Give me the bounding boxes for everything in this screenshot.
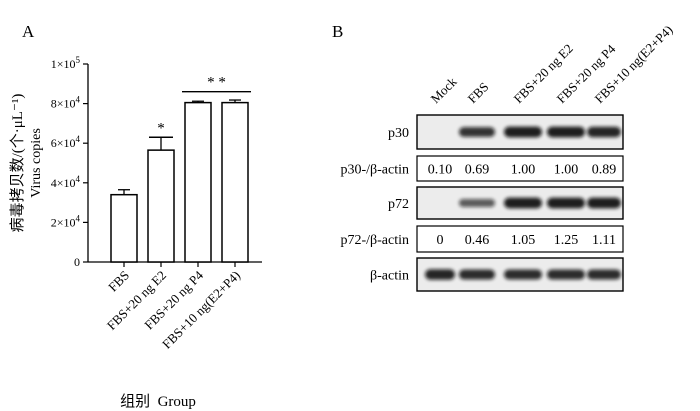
blot-row-label: β-actin	[370, 269, 409, 284]
blot-row-label: p30	[388, 126, 409, 141]
blot-band	[547, 269, 585, 280]
blot-band	[504, 269, 542, 280]
ratio-value: 0.89	[592, 163, 617, 178]
ratio-value: 0.69	[465, 163, 490, 178]
blot-band	[587, 197, 621, 209]
blot-band	[587, 269, 621, 280]
x-axis-label: 组别 Group	[120, 393, 196, 410]
y-tick-label: 8×104	[51, 95, 81, 111]
blot-row-label: p72	[388, 197, 409, 212]
panel-a-letter: A	[22, 22, 35, 41]
bar	[147, 149, 175, 263]
ratio-value: 1.25	[554, 233, 579, 248]
blot-band	[459, 127, 495, 137]
y-tick-label: 4×104	[51, 174, 81, 190]
y-axis-label-en: Virus copies	[29, 128, 44, 198]
bar	[184, 101, 212, 263]
ratio-value: 1.11	[592, 233, 616, 248]
blot-band	[504, 197, 542, 209]
blot-band	[547, 126, 585, 138]
lane-label: Mock	[428, 74, 460, 106]
lane-label: FBS	[465, 79, 492, 106]
panel-b-letter: B	[332, 22, 344, 41]
ratio-frame	[416, 225, 624, 253]
y-tick-label: 2×104	[51, 213, 81, 229]
significance-label: * *	[207, 75, 226, 91]
blot-band	[459, 269, 495, 280]
significance-label: *	[157, 120, 165, 136]
blot-band	[425, 269, 455, 280]
y-tick-label: 6×104	[51, 134, 81, 150]
blot-band	[504, 126, 542, 138]
blot-row-label: p72-/β-actin	[340, 233, 409, 248]
ratio-value: 1.00	[511, 163, 536, 178]
ratio-value: 1.05	[511, 233, 536, 248]
y-tick-label: 1×105	[51, 55, 81, 71]
blot-band	[587, 126, 621, 138]
ratio-value: 1.00	[554, 163, 579, 178]
blot-row-label: p30-/β-actin	[340, 163, 409, 178]
blot-band	[459, 199, 495, 207]
ratio-value: 0	[437, 233, 444, 248]
blot-band	[547, 197, 585, 209]
ratio-value: 0.46	[465, 233, 490, 248]
y-axis-label-cn: 病毒拷贝数/(个·μL⁻¹)	[9, 94, 26, 233]
ratio-value: 0.10	[428, 163, 453, 178]
ratio-frame	[416, 155, 624, 182]
y-tick-label: 0	[74, 255, 80, 269]
